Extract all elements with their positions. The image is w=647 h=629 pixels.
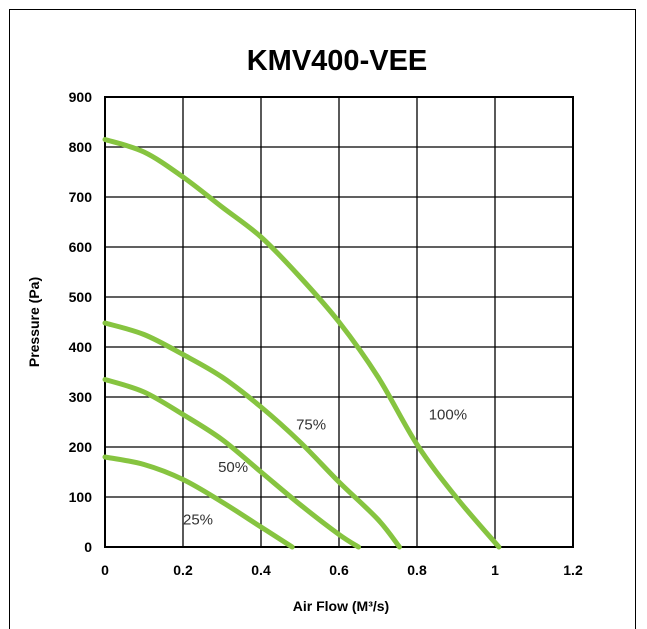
y-tick-label: 100 bbox=[69, 489, 93, 505]
x-tick-label: 0 bbox=[101, 562, 109, 578]
y-axis-label: Pressure (Pa) bbox=[26, 277, 42, 367]
chart-title: KMV400-VEE bbox=[247, 45, 428, 77]
curve-label: 100% bbox=[429, 407, 467, 424]
x-tick-label: 0.8 bbox=[407, 562, 427, 578]
curve-100-percent bbox=[102, 137, 502, 550]
curve-75-percent bbox=[102, 320, 402, 550]
y-tick-label: 0 bbox=[84, 539, 92, 555]
y-tick-label: 500 bbox=[69, 289, 93, 305]
y-tick-label: 800 bbox=[69, 139, 93, 155]
y-tick-labels: 0 100 200 300 400 500 600 700 800 900 bbox=[69, 89, 93, 555]
x-tick-label: 0.2 bbox=[173, 562, 193, 578]
x-tick-label: 0.4 bbox=[251, 562, 271, 578]
curve-25-percent bbox=[102, 454, 295, 550]
x-tick-label: 1 bbox=[491, 562, 499, 578]
x-tick-label: 0.6 bbox=[329, 562, 349, 578]
y-tick-label: 200 bbox=[69, 439, 93, 455]
curve-50-percent bbox=[102, 377, 361, 550]
y-tick-label: 600 bbox=[69, 239, 93, 255]
y-tick-label: 300 bbox=[69, 389, 93, 405]
y-tick-label: 700 bbox=[69, 189, 93, 205]
curves bbox=[102, 137, 502, 550]
curve-labels: 100% 75% 50% 25% bbox=[183, 407, 467, 529]
curve-label: 50% bbox=[218, 459, 248, 476]
chart-frame bbox=[9, 9, 636, 629]
x-tick-label: 1.2 bbox=[563, 562, 583, 578]
y-tick-label: 400 bbox=[69, 339, 93, 355]
x-tick-labels: 0 0.2 0.4 0.6 0.8 1 1.2 bbox=[101, 562, 583, 578]
x-axis-label: Air Flow (M³/s) bbox=[293, 598, 389, 614]
curve-label: 75% bbox=[296, 417, 326, 434]
curve-label: 25% bbox=[183, 512, 213, 529]
y-tick-label: 900 bbox=[69, 89, 93, 105]
